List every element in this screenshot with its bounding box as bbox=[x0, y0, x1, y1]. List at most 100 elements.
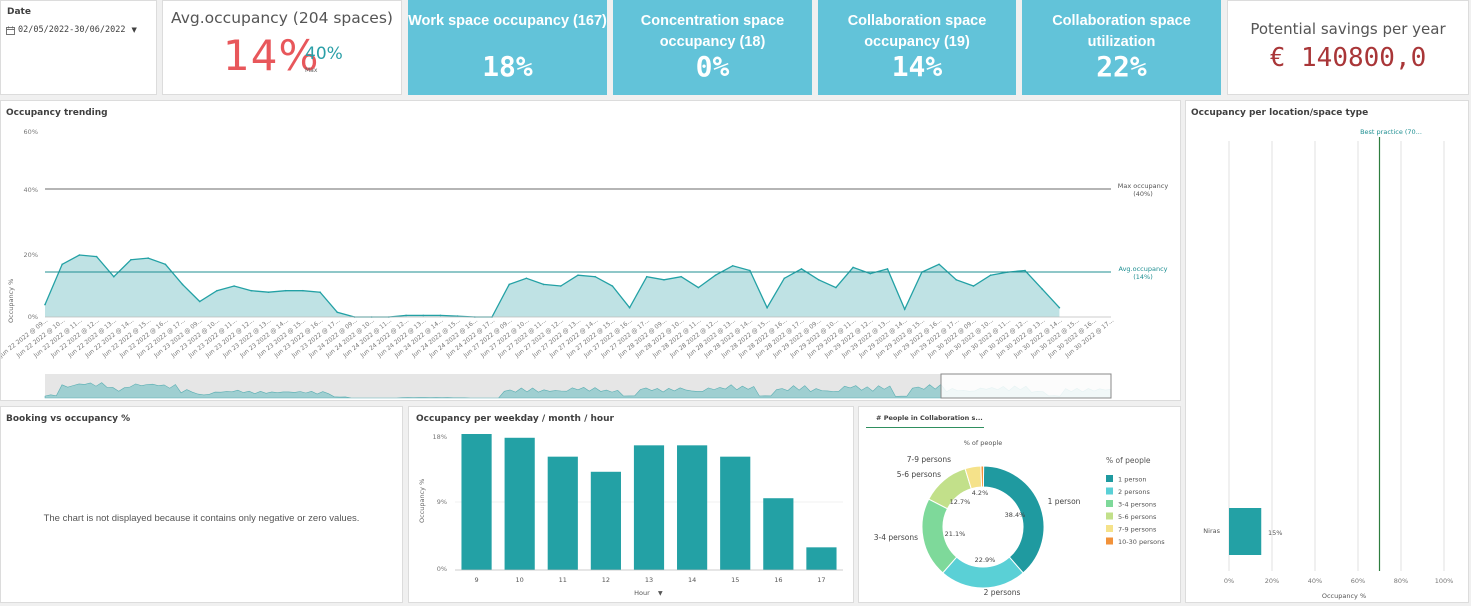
occupancy-point[interactable] bbox=[525, 277, 528, 280]
occupancy-point[interactable] bbox=[697, 286, 700, 289]
occupancy-point[interactable] bbox=[508, 283, 511, 286]
legend-item-label[interactable]: 7-9 persons bbox=[1118, 526, 1157, 534]
occupancy-point[interactable] bbox=[302, 289, 304, 292]
occupancy-point[interactable] bbox=[852, 266, 854, 269]
occupancy-point[interactable] bbox=[714, 274, 717, 276]
occupancy-point[interactable] bbox=[663, 279, 665, 281]
occupancy-point[interactable] bbox=[130, 258, 132, 261]
avg-occupancy-value: 14% bbox=[223, 31, 320, 80]
occupancy-point[interactable] bbox=[766, 306, 768, 309]
x-axis-title: Hour bbox=[634, 589, 650, 597]
occupancy-point[interactable] bbox=[336, 311, 339, 314]
bar-hour-17[interactable] bbox=[806, 547, 837, 570]
occupancy-point[interactable] bbox=[542, 283, 545, 286]
bar-hour-9[interactable] bbox=[461, 434, 492, 570]
tab-people-in-collaboration[interactable]: # People in Collaboration s... bbox=[876, 414, 983, 422]
occupancy-point[interactable] bbox=[749, 269, 751, 272]
occupancy-point[interactable] bbox=[680, 275, 682, 278]
bar-hour-11[interactable] bbox=[547, 456, 578, 570]
occupancy-point[interactable] bbox=[112, 275, 115, 278]
occupancy-point[interactable] bbox=[783, 277, 786, 280]
bar-hour-15[interactable] bbox=[720, 456, 751, 570]
occupancy-point[interactable] bbox=[267, 291, 270, 293]
occupancy-point[interactable] bbox=[1041, 288, 1044, 290]
donut-slice-value-label: 22.9% bbox=[975, 556, 996, 564]
occupancy-point[interactable] bbox=[198, 300, 201, 303]
y-tick-60: 60% bbox=[24, 128, 38, 136]
occupancy-point[interactable] bbox=[800, 268, 803, 270]
occupancy-point[interactable] bbox=[611, 285, 614, 287]
date-range-dropdown[interactable]: 02/05/2022-30/06/2022 ▼ bbox=[6, 25, 137, 35]
panel-title: Booking vs occupancy % bbox=[6, 414, 131, 424]
legend-item-label[interactable]: 3-4 persons bbox=[1118, 501, 1157, 509]
occupancy-point[interactable] bbox=[886, 268, 889, 270]
bar-hour-10[interactable] bbox=[504, 437, 535, 570]
occupancy-point[interactable] bbox=[439, 314, 442, 317]
mini-chart-range-selector[interactable] bbox=[940, 373, 1112, 399]
bar-niras[interactable] bbox=[1229, 508, 1262, 555]
occupancy-point[interactable] bbox=[938, 263, 940, 266]
location-bar-chart[interactable]: 0% 20% 40% 60% 80% 100% Best practice (70... … bbox=[1186, 101, 1470, 604]
kpi-value: 22% bbox=[1096, 50, 1147, 83]
kpi-title: Collaboration space occupancy (19) bbox=[847, 13, 987, 50]
occupancy-point[interactable] bbox=[181, 283, 184, 286]
occupancy-point[interactable] bbox=[147, 257, 149, 259]
occupancy-point[interactable] bbox=[233, 285, 235, 287]
occupancy-point[interactable] bbox=[628, 306, 631, 309]
occupancy-point[interactable] bbox=[78, 254, 81, 256]
occupancy-point[interactable] bbox=[560, 285, 562, 287]
bar-hour-14[interactable] bbox=[677, 445, 708, 570]
x-tick-label: 0% bbox=[1224, 577, 1234, 585]
x-tick-label: 15 bbox=[731, 576, 739, 584]
date-filter-panel[interactable]: Date 02/05/2022-30/06/2022 ▼ bbox=[0, 0, 157, 95]
occupancy-point[interactable] bbox=[903, 308, 906, 311]
bar-hour-12[interactable] bbox=[590, 471, 621, 570]
people-donut-chart[interactable]: % of people 38.4% 22.9% 21.1% 12.7%4.2% 1 pe… bbox=[859, 407, 1182, 604]
occupancy-point[interactable] bbox=[1058, 306, 1061, 309]
x-tick-label: 10 bbox=[516, 576, 524, 584]
occupancy-point[interactable] bbox=[61, 263, 63, 266]
legend-item-label[interactable]: 10-30 persons bbox=[1118, 538, 1165, 546]
max-occupancy-value: 40% bbox=[305, 44, 343, 64]
occupancy-point[interactable] bbox=[972, 285, 975, 287]
legend-swatch bbox=[1106, 500, 1113, 507]
legend-item-label[interactable]: 2 persons bbox=[1118, 488, 1150, 496]
occupancy-point[interactable] bbox=[577, 274, 579, 276]
occupancy-point[interactable] bbox=[835, 286, 837, 289]
occupancy-area-fill bbox=[45, 255, 1060, 317]
occupancy-point[interactable] bbox=[817, 279, 820, 281]
donut-slice-category-label: 5-6 persons bbox=[897, 470, 941, 479]
occupancy-point[interactable] bbox=[955, 279, 958, 281]
occupancy-point[interactable] bbox=[405, 314, 407, 317]
occupancy-point[interactable] bbox=[731, 265, 734, 267]
occupancy-point[interactable] bbox=[645, 275, 648, 278]
people-collaboration-panel: # People in Collaboration s... % of peop… bbox=[858, 406, 1181, 603]
kpi-work-space-occupancy: Work space occupancy (167) 18% bbox=[408, 0, 607, 95]
occupancy-point[interactable] bbox=[164, 263, 167, 266]
max-occupancy-label: Max bbox=[305, 67, 318, 74]
x-tick-label: 60% bbox=[1351, 577, 1365, 585]
occupancy-point[interactable] bbox=[869, 272, 872, 275]
bar-hour-13[interactable] bbox=[633, 445, 665, 570]
weekday-bar-chart[interactable]: Occupancy % 18% 9% 0% 9 10 11 12 13 14 15 16 17 … bbox=[409, 407, 855, 604]
donut-slice-10-30-persons[interactable] bbox=[980, 465, 985, 488]
legend-swatch bbox=[1106, 475, 1113, 482]
occupancy-point[interactable] bbox=[594, 275, 596, 278]
date-filter-label: Date bbox=[7, 7, 31, 17]
occupancy-point[interactable] bbox=[284, 289, 287, 292]
occupancy-point[interactable] bbox=[456, 315, 459, 317]
occupancy-point[interactable] bbox=[44, 303, 46, 306]
occupancy-point[interactable] bbox=[422, 314, 425, 317]
occupancy-point[interactable] bbox=[250, 289, 253, 292]
occupancy-point[interactable] bbox=[989, 274, 992, 276]
donut-slice-category-label: 3-4 persons bbox=[874, 533, 918, 542]
legend-item-label[interactable]: 5-6 persons bbox=[1118, 513, 1157, 521]
occupancy-point[interactable] bbox=[216, 289, 218, 292]
bar-hour-16[interactable] bbox=[763, 498, 794, 570]
legend-item-label[interactable]: 1 person bbox=[1118, 476, 1146, 484]
occupancy-point[interactable] bbox=[319, 291, 321, 293]
occupancy-point[interactable] bbox=[95, 255, 98, 258]
occupancy-point[interactable] bbox=[1024, 269, 1026, 272]
occupancy-trending-chart[interactable]: Occupancy % 60% 40% 20% 0% Max occupancy… bbox=[1, 101, 1182, 402]
hour-dropdown[interactable]: Hour ▼ bbox=[634, 589, 663, 597]
